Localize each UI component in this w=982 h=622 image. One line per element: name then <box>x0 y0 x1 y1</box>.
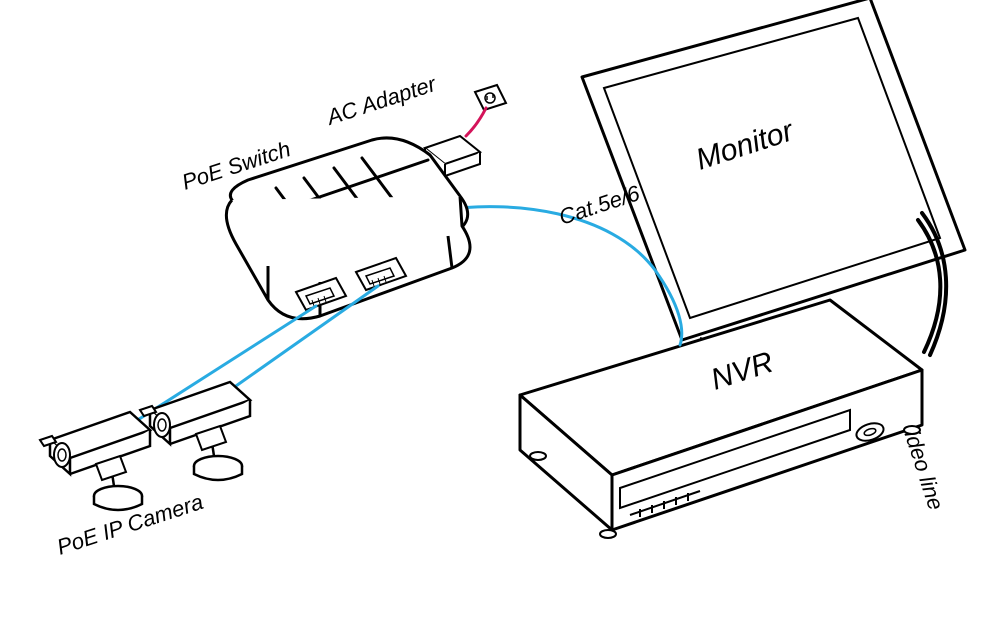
monitor-label: Monitor <box>692 114 798 177</box>
cat5e6-label: Cat.5e/6 <box>556 180 644 230</box>
poe-ip-camera-device <box>140 382 250 480</box>
nvr-device: NVR <box>520 300 922 538</box>
wall-outlet-icon <box>475 85 506 110</box>
monitor-device: Monitor <box>582 0 965 346</box>
ac-adapter-label: AC Adapter <box>322 71 441 131</box>
ethernet-cable-switch-to-nvr: Cat.5e/6 <box>443 180 682 345</box>
poe-ip-camera-device <box>40 412 150 510</box>
network-diagram: Monitor Video line NVR Cat.5e/6 <box>0 0 982 622</box>
poe-switch-device: PoE Switch <box>179 136 470 319</box>
